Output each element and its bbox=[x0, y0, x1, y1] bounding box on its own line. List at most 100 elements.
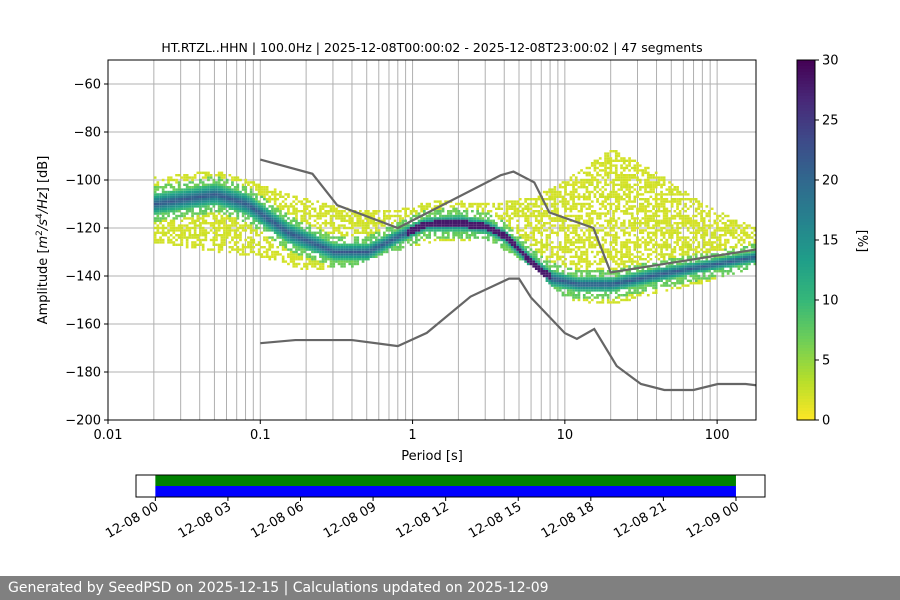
psd-cell bbox=[684, 236, 687, 239]
psd-cell bbox=[481, 231, 485, 234]
psd-cell bbox=[308, 222, 312, 225]
psd-cell bbox=[614, 190, 618, 194]
psd-cell bbox=[726, 224, 730, 227]
psd-cell bbox=[588, 183, 591, 186]
psd-cell bbox=[660, 250, 663, 254]
psd-cell bbox=[569, 286, 573, 290]
psd-cell bbox=[484, 222, 487, 225]
psd-cell bbox=[460, 205, 463, 208]
psd-cell bbox=[569, 243, 573, 246]
psd-cell bbox=[356, 219, 360, 222]
psd-cell bbox=[590, 229, 594, 232]
psd-cell bbox=[169, 176, 173, 179]
psd-cell bbox=[180, 212, 184, 215]
psd-cell bbox=[455, 224, 458, 227]
psd-cell bbox=[593, 260, 597, 263]
psd-cell bbox=[479, 229, 482, 232]
psd-cell bbox=[479, 202, 482, 206]
psd-cell bbox=[628, 169, 631, 172]
psd-cell bbox=[164, 207, 168, 210]
psd-cell bbox=[505, 224, 509, 227]
psd-cell bbox=[729, 224, 733, 227]
psd-cell bbox=[622, 255, 626, 258]
psd-cell bbox=[665, 238, 669, 242]
psd-cell bbox=[217, 243, 221, 246]
psd-cell bbox=[273, 226, 277, 230]
psd-cell bbox=[316, 222, 320, 225]
psd-cell bbox=[329, 210, 333, 213]
psd-cell bbox=[662, 219, 666, 222]
psd-cell bbox=[284, 202, 288, 206]
psd-cell bbox=[175, 190, 178, 194]
psd-cell bbox=[225, 210, 229, 213]
psd-cell bbox=[569, 224, 573, 227]
psd-cell bbox=[646, 226, 650, 230]
psd-cell bbox=[665, 274, 669, 278]
psd-cell bbox=[689, 198, 693, 201]
psd-cell bbox=[729, 267, 733, 270]
psd-cell bbox=[620, 243, 623, 246]
psd-cell bbox=[710, 234, 714, 237]
psd-cell bbox=[255, 207, 258, 210]
psd-cell bbox=[702, 277, 706, 280]
psd-cell bbox=[529, 198, 533, 201]
psd-cell bbox=[676, 265, 679, 268]
psd-cell bbox=[252, 250, 256, 254]
psd-cell bbox=[553, 188, 557, 191]
psd-cell bbox=[700, 255, 703, 258]
psd-cell bbox=[742, 258, 746, 261]
psd-cell bbox=[628, 193, 631, 196]
psd-cell bbox=[476, 222, 479, 225]
psd-cell bbox=[686, 236, 690, 239]
psd-cell bbox=[713, 260, 717, 263]
psd-cell bbox=[556, 219, 559, 222]
psd-cell bbox=[316, 214, 320, 218]
psd-cell bbox=[590, 236, 594, 239]
psd-cell bbox=[372, 224, 376, 227]
psd-cell bbox=[425, 224, 429, 227]
psd-cell bbox=[423, 207, 426, 210]
psd-cell bbox=[561, 260, 565, 263]
psd-cell bbox=[734, 236, 738, 239]
psd-cell bbox=[630, 260, 634, 263]
psd-cell bbox=[460, 234, 463, 237]
psd-cell bbox=[713, 241, 717, 244]
psd-cell bbox=[590, 178, 594, 182]
psd-cell bbox=[649, 219, 653, 222]
psd-cell bbox=[510, 234, 514, 237]
psd-cell bbox=[348, 253, 352, 256]
psd-cell bbox=[556, 212, 559, 215]
psd-cell bbox=[542, 265, 546, 268]
psd-cell bbox=[377, 231, 381, 234]
psd-cell bbox=[487, 236, 490, 239]
psd-cell bbox=[721, 270, 725, 273]
psd-cell bbox=[185, 207, 189, 210]
psd-cell bbox=[692, 219, 695, 222]
psd-cell bbox=[612, 255, 615, 258]
psd-cell bbox=[457, 217, 461, 220]
psd-cell bbox=[276, 205, 280, 208]
psd-cell bbox=[343, 253, 346, 256]
psd-cell bbox=[588, 241, 591, 244]
psd-cell bbox=[521, 236, 525, 239]
psd-cell bbox=[473, 217, 477, 220]
psd-cell bbox=[553, 270, 557, 273]
psd-cell bbox=[636, 164, 639, 167]
psd-cell bbox=[641, 202, 645, 206]
psd-cell bbox=[508, 241, 511, 244]
psd-cell bbox=[180, 202, 184, 206]
psd-cell bbox=[726, 226, 730, 230]
psd-cell bbox=[644, 183, 647, 186]
psd-cell bbox=[681, 274, 685, 278]
psd-cell bbox=[662, 236, 666, 239]
psd-cell bbox=[638, 270, 642, 273]
psd-cell bbox=[548, 255, 551, 258]
psd-cell bbox=[265, 241, 269, 244]
psd-cell bbox=[644, 214, 647, 218]
psd-cell bbox=[638, 219, 642, 222]
psd-cell bbox=[169, 222, 173, 225]
psd-cell bbox=[692, 272, 695, 275]
psd-cell bbox=[630, 224, 634, 227]
psd-cell bbox=[263, 250, 266, 254]
psd-cell bbox=[199, 224, 202, 227]
